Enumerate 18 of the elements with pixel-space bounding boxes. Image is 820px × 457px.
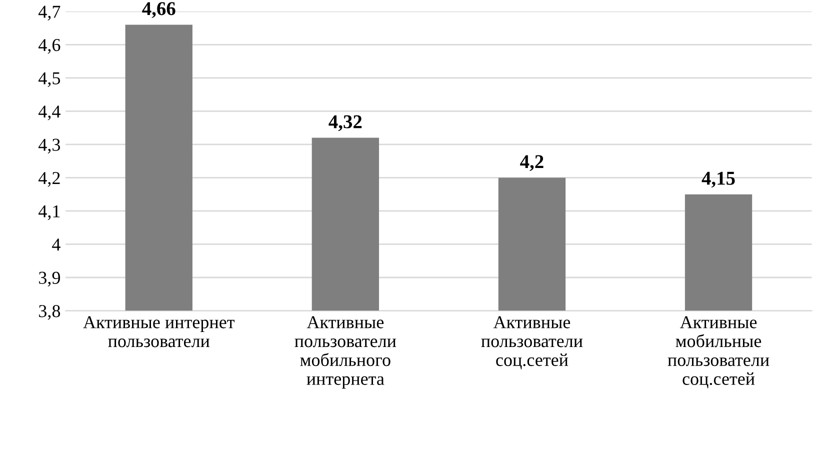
data-label: 4,32	[328, 115, 362, 132]
y-tick-label: 4,5	[38, 72, 60, 87]
y-tick-label: 4,7	[38, 6, 60, 20]
y-tick-label: 4,2	[38, 172, 60, 187]
x-tick-label: Активные интернет пользователи	[83, 316, 234, 348]
y-tick-label: 3,8	[39, 305, 60, 320]
y-tick-label: 4,1	[38, 205, 60, 220]
x-tick-label: Активные пользователи соц.сетей	[481, 316, 583, 370]
y-tick-label: 4,3	[38, 138, 60, 154]
data-label: 4,15	[702, 172, 735, 188]
y-tick-label: 4,4	[38, 106, 60, 120]
x-tick-label: Активные мобильные пользователи соц.сетей	[668, 316, 770, 388]
x-tick-label: Активные пользователи мобильного интернета	[294, 316, 396, 389]
y-tick-label: 3,9	[39, 272, 60, 287]
y-tick-label: 4,6	[38, 38, 60, 54]
data-label: 4,2	[520, 155, 544, 172]
y-tick-label: 4	[52, 238, 60, 251]
data-label: 4,66	[142, 2, 176, 18]
